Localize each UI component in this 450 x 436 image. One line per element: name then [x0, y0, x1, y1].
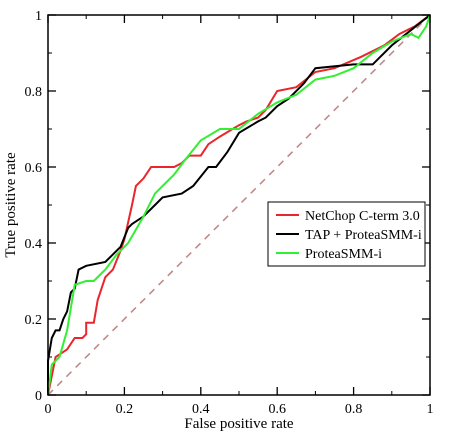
x-axis-ticks: 0 0.2 0.4 0.6 0.8 1 — [45, 15, 434, 417]
y-tick-label: 1 — [35, 9, 42, 24]
legend-label: TAP + ProteaSMM-i — [305, 228, 422, 243]
y-axis-label: True positive rate — [3, 152, 19, 258]
x-tick-label: 0.2 — [116, 402, 134, 417]
x-tick-label: 1 — [427, 402, 434, 417]
series-layer — [47, 14, 431, 396]
y-tick-label: 0.4 — [25, 237, 43, 252]
y-tick-label: 0.6 — [25, 161, 43, 176]
legend: NetChop C-term 3.0 TAP + ProteaSMM-i Prote… — [267, 201, 426, 267]
legend-label: NetChop C-term 3.0 — [305, 209, 420, 224]
y-axis-ticks: 0 0.2 0.4 0.6 0.8 1 — [25, 9, 430, 404]
series-line-1 — [47, 14, 431, 396]
y-tick-label: 0 — [35, 389, 42, 404]
y-tick-label: 0.8 — [25, 85, 43, 100]
x-tick-label: 0.6 — [268, 402, 286, 417]
x-tick-label: 0 — [45, 402, 52, 417]
y-tick-label: 0.2 — [25, 313, 43, 328]
series-line-3 — [47, 14, 431, 396]
series-line-2 — [47, 14, 431, 395]
x-tick-label: 0.4 — [192, 402, 210, 417]
legend-label: ProteaSMM-i — [305, 247, 382, 262]
x-axis-label: False positive rate — [184, 416, 293, 432]
x-tick-label: 0.8 — [345, 402, 363, 417]
